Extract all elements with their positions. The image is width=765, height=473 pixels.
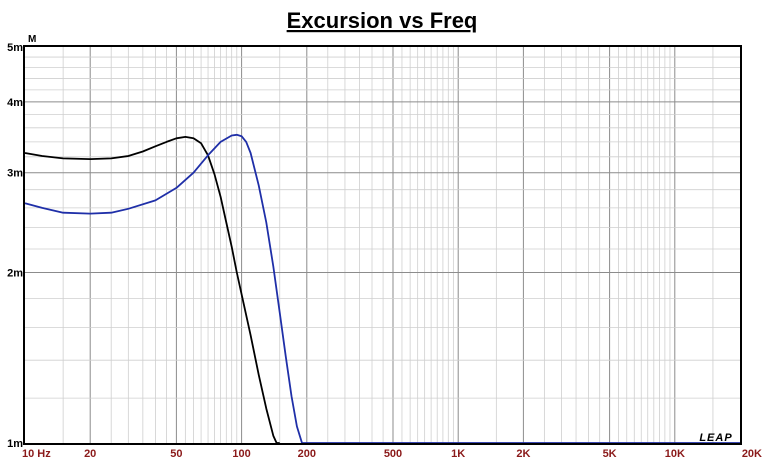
series-line-1 — [24, 135, 280, 444]
x-tick-label: 20 — [84, 448, 96, 460]
series-layer — [24, 133, 740, 444]
y-tick-label: 3m — [7, 168, 23, 180]
y-unit-label: M — [28, 34, 36, 45]
y-tick-labels: 1m 2m 3m 4m 5m — [7, 42, 23, 450]
y-tick-label: 4m — [7, 97, 23, 109]
x-tick-labels: 10 Hz 20 50 100 200 500 1K 2K 5K 10K 20K — [22, 448, 762, 460]
plot-frame — [23, 45, 742, 445]
y-tick-label: 1m — [7, 438, 23, 450]
x-tick-label: 10 Hz — [22, 448, 51, 460]
grid-layer — [25, 47, 740, 443]
x-tick-label: 2K — [516, 448, 530, 460]
x-tick-label: 1K — [451, 448, 465, 460]
x-tick-label: 5K — [603, 448, 617, 460]
x-tick-label: 10K — [665, 448, 685, 460]
x-tick-label: 20K — [742, 448, 762, 460]
x-tick-label: 100 — [232, 448, 250, 460]
y-tick-label: 2m — [7, 267, 23, 279]
y-tick-label: 5m — [7, 42, 23, 54]
leap-logo: LEAP — [699, 432, 732, 444]
chart-title: Excursion vs Freq — [287, 8, 478, 33]
series-line-2 — [24, 133, 740, 444]
x-tick-label: 500 — [384, 448, 402, 460]
x-tick-label: 50 — [170, 448, 182, 460]
x-tick-label: 200 — [298, 448, 316, 460]
